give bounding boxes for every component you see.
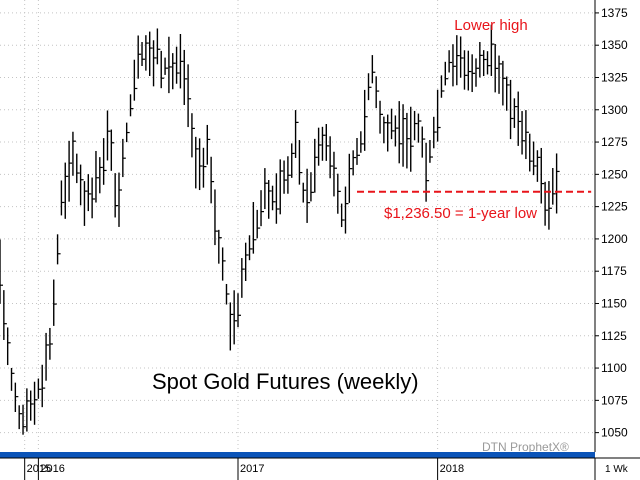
chart-title: Spot Gold Futures (weekly): [152, 369, 419, 394]
y-tick-label: 1125: [601, 329, 627, 343]
period-label: 1 Wk: [605, 464, 629, 475]
one-year-low-label: $1,236.50 = 1-year low: [384, 205, 537, 222]
y-tick-label: 1250: [601, 167, 628, 181]
y-tick-label: 1200: [601, 232, 628, 246]
y-tick-label: 1075: [601, 393, 628, 407]
y-tick-label: 1275: [601, 135, 628, 149]
time-strip: [0, 452, 595, 458]
y-tick-label: 1325: [601, 70, 628, 84]
y-tick-label: 1375: [601, 6, 628, 20]
date-axis-band: [0, 458, 640, 480]
year-label: 2015: [27, 463, 51, 475]
brand-label: DTN ProphetX®: [482, 440, 569, 454]
year-label: 2016: [40, 463, 64, 475]
lower-high-label: Lower high: [454, 17, 527, 34]
y-tick-label: 1300: [601, 103, 628, 117]
year-label: 2017: [240, 463, 264, 475]
price-bars: [0, 24, 560, 435]
y-tick-label: 1100: [601, 361, 627, 375]
y-axis: 1050 1075 1100 1125 1150 1175 1200 1225 1250 1275…: [595, 6, 628, 440]
y-tick-label: 1350: [601, 38, 628, 52]
y-tick-label: 1225: [601, 200, 628, 214]
y-tick-label: 1050: [601, 426, 628, 440]
grid: [0, 0, 595, 452]
y-tick-label: 1150: [601, 296, 627, 310]
year-label: 2018: [440, 463, 464, 475]
y-tick-label: 1175: [601, 264, 627, 278]
